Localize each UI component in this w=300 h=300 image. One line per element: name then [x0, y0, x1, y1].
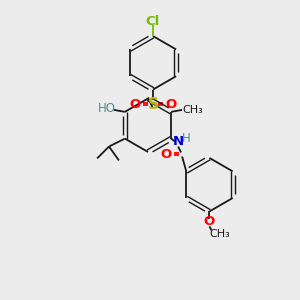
Text: O: O — [130, 98, 141, 111]
Text: O: O — [204, 215, 215, 228]
Text: HO: HO — [98, 102, 116, 116]
Text: CH₃: CH₃ — [183, 105, 203, 115]
Text: S: S — [148, 97, 158, 112]
Text: Cl: Cl — [146, 15, 160, 28]
Text: H: H — [182, 132, 190, 145]
Text: O: O — [165, 98, 176, 111]
Text: O: O — [160, 148, 172, 161]
Text: N: N — [172, 135, 184, 148]
Text: CH₃: CH₃ — [209, 229, 230, 239]
